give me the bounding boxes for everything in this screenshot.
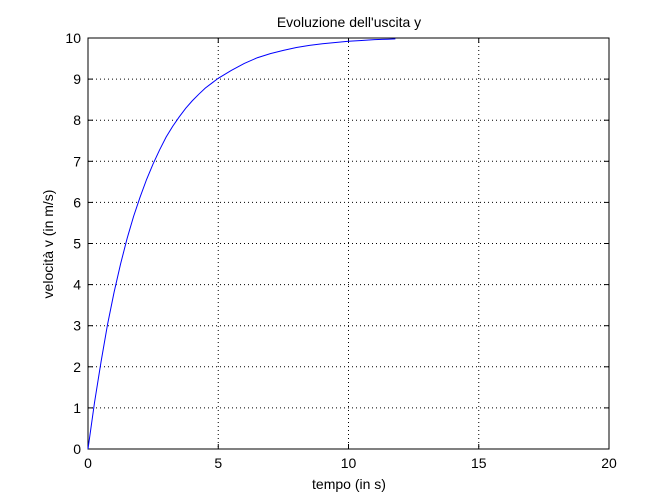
y-tick-label: 3 <box>73 318 81 334</box>
y-tick-label: 0 <box>73 441 81 457</box>
x-tick-label: 15 <box>471 455 487 471</box>
chart-title: Evoluzione dell'uscita y <box>277 14 421 30</box>
y-tick-label: 2 <box>73 359 81 375</box>
x-tick-label: 0 <box>84 455 92 471</box>
series-line <box>87 38 396 450</box>
x-tick-label: 20 <box>601 455 617 471</box>
ticks: 0 5 10 15 20 0 1 2 3 4 5 6 7 8 9 10 <box>65 30 617 471</box>
y-tick-label: 1 <box>73 400 81 416</box>
series <box>87 38 396 450</box>
y-tick-label: 8 <box>73 112 81 128</box>
x-axis-label: tempo (in s) <box>312 476 386 492</box>
y-axis-label: velocità v (in m/s) <box>40 190 56 299</box>
y-tick-label: 9 <box>73 71 81 87</box>
y-tick-label: 6 <box>73 194 81 210</box>
y-tick-label: 5 <box>73 236 81 252</box>
y-tick-label: 7 <box>73 153 81 169</box>
x-tick-label: 10 <box>341 455 357 471</box>
grid <box>88 38 609 449</box>
y-tick-label: 10 <box>65 30 81 46</box>
x-tick-label: 5 <box>214 455 222 471</box>
y-tick-label: 4 <box>73 277 81 293</box>
